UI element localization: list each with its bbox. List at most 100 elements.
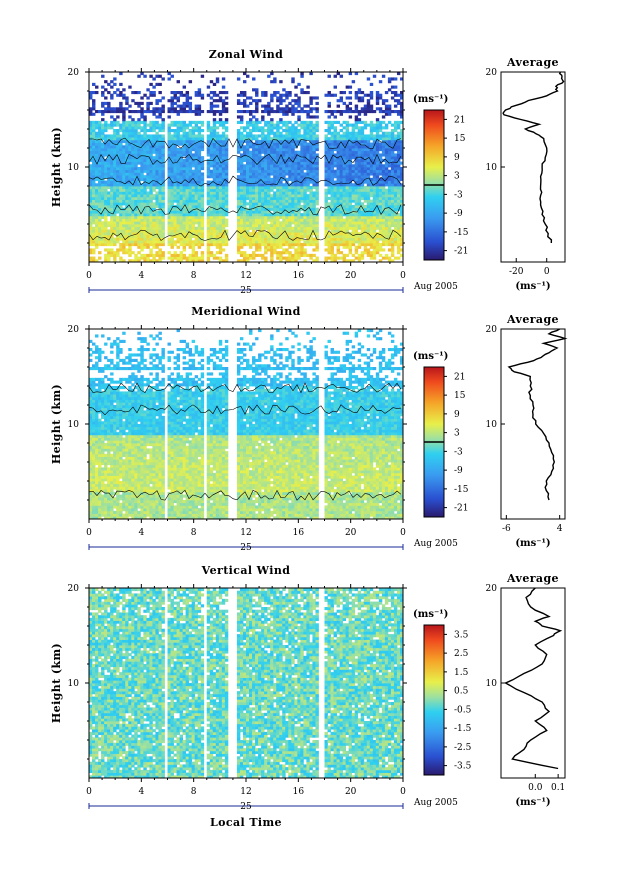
heatmap-cell: [276, 202, 280, 206]
heatmap-cell: [167, 161, 171, 165]
heatmap-cell: [354, 234, 359, 238]
heatmap-cell: [209, 164, 214, 168]
heatmap-cell: [312, 126, 316, 130]
heatmap-cell: [324, 153, 328, 157]
heatmap-cell: [140, 137, 144, 141]
heatmap-cell: [252, 188, 256, 192]
heatmap-cell: [104, 226, 108, 230]
heatmap-cell: [176, 215, 180, 219]
heatmap-cell: [173, 148, 177, 152]
heatmap-cell: [267, 196, 271, 200]
heatmap-cell: [92, 215, 96, 219]
heatmap-cell: [218, 221, 223, 225]
heatmap-cell: [309, 101, 313, 105]
heatmap-cell: [125, 172, 129, 176]
heatmap-cell: [182, 142, 187, 146]
heatmap-cell: [285, 148, 289, 152]
heatmap-cell: [351, 153, 356, 157]
heatmap-cell: [95, 207, 99, 211]
heatmap-cell: [179, 194, 183, 198]
heatmap-cell: [345, 150, 350, 154]
heatmap-cell: [291, 232, 295, 236]
heatmap-cell: [378, 234, 383, 238]
heatmap-cell: [92, 164, 96, 168]
heatmap-cell: [107, 134, 111, 138]
heatmap-cell: [239, 251, 244, 255]
heatmap-cell: [167, 194, 171, 198]
heatmap-cell: [327, 232, 331, 236]
heatmap-cell: [309, 256, 313, 260]
heatmap-cell: [285, 221, 289, 225]
heatmap-cell: [236, 110, 241, 114]
heatmap-cell: [309, 240, 313, 244]
heatmap-cell: [140, 120, 144, 124]
heatmap-cell: [182, 253, 187, 257]
heatmap-cell: [366, 229, 371, 233]
heatmap-cell: [146, 180, 150, 184]
heatmap-cell: [104, 96, 108, 100]
heatmap-cell: [315, 229, 319, 233]
heatmap-cell: [185, 256, 190, 260]
heatmap-cell: [188, 172, 193, 176]
heatmap-cell: [170, 256, 174, 260]
heatmap-cell: [134, 243, 138, 247]
heatmap-cell: [137, 120, 141, 124]
heatmap-cell: [375, 186, 380, 190]
heatmap-cell: [221, 126, 226, 130]
heatmap-cell: [149, 243, 153, 247]
heatmap-cell: [342, 213, 347, 217]
heatmap-cell: [324, 110, 328, 114]
heatmap-cell: [249, 226, 253, 230]
heatmap-cell: [119, 175, 123, 179]
heatmap-cell: [351, 237, 356, 241]
heatmap-cell: [360, 156, 365, 160]
heatmap-cell: [212, 224, 217, 228]
heatmap-cell: [149, 199, 153, 203]
heatmap-cell: [107, 229, 111, 233]
heatmap-cell: [239, 240, 244, 244]
heatmap-cell: [288, 196, 292, 200]
heatmap-cell: [155, 213, 159, 217]
heatmap-cell: [246, 134, 250, 138]
heatmap-cell: [140, 161, 144, 165]
heatmap-cell: [393, 232, 398, 236]
heatmap-cell: [158, 112, 162, 116]
heatmap-cell: [161, 169, 165, 173]
heatmap-cell: [351, 221, 356, 225]
heatmap-cell: [333, 126, 337, 130]
heatmap-cell: [327, 91, 331, 95]
heatmap-cell: [215, 256, 220, 260]
heatmap-cell: [101, 164, 105, 168]
heatmap-cell: [378, 126, 383, 130]
heatmap-cell: [122, 218, 126, 222]
heatmap-cell: [327, 126, 331, 130]
heatmap-cell: [291, 215, 295, 219]
heatmap-cell: [273, 156, 277, 160]
heatmap-cell: [206, 259, 211, 263]
heatmap-cell: [273, 167, 277, 171]
heatmap-cell: [98, 215, 102, 219]
heatmap-cell: [89, 240, 93, 244]
heatmap-cell: [390, 194, 395, 198]
heatmap-cell: [191, 161, 196, 165]
heatmap-cell: [152, 229, 156, 233]
heatmap-cell: [113, 186, 117, 190]
heatmap-cell: [125, 99, 129, 103]
heatmap-cell: [291, 142, 295, 146]
heatmap-cell: [294, 196, 298, 200]
heatmap-cell: [182, 129, 187, 133]
heatmap-cell: [288, 110, 292, 114]
heatmap-cell: [140, 96, 144, 100]
heatmap-cell: [116, 253, 120, 257]
heatmap-cell: [182, 218, 187, 222]
heatmap-cell: [324, 199, 328, 203]
heatmap-cell: [276, 237, 280, 241]
heatmap-cell: [92, 101, 96, 105]
heatmap-cell: [393, 205, 398, 209]
heatmap-cell: [324, 134, 328, 138]
heatmap-cell: [288, 218, 292, 222]
heatmap-cell: [255, 104, 259, 108]
heatmap-cell: [345, 180, 350, 184]
heatmap-cell: [303, 221, 307, 225]
heatmap-cell: [375, 207, 380, 211]
